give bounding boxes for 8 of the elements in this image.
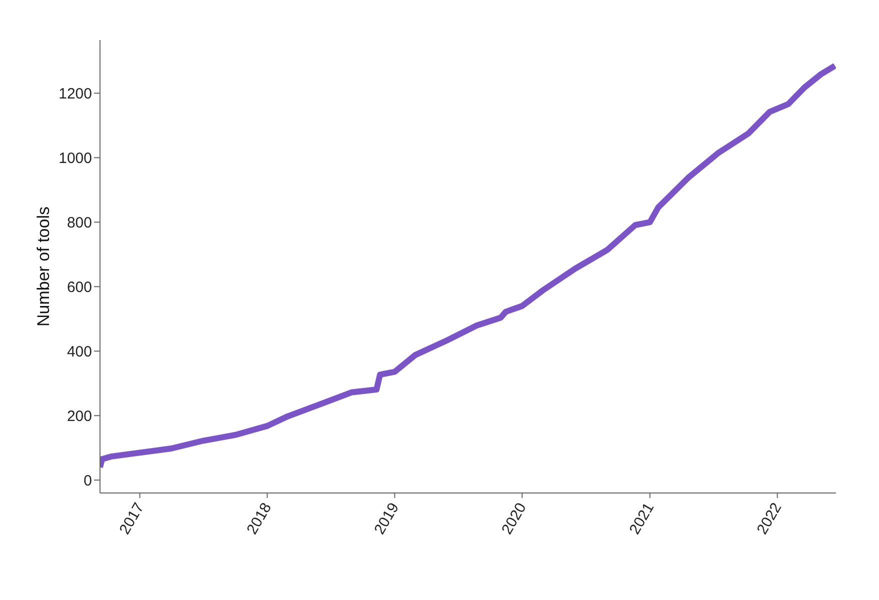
- y-tick-label: 1000: [58, 150, 92, 168]
- y-tick-label: 400: [66, 343, 92, 360]
- y-tick-label: 600: [66, 278, 92, 296]
- y-axis-title: Number of tools: [34, 206, 54, 326]
- y-tick-label: 800: [66, 214, 92, 232]
- y-tick-label: 1200: [58, 86, 92, 103]
- y-tick-label: 200: [66, 408, 92, 425]
- y-tick-label: 0: [84, 472, 92, 490]
